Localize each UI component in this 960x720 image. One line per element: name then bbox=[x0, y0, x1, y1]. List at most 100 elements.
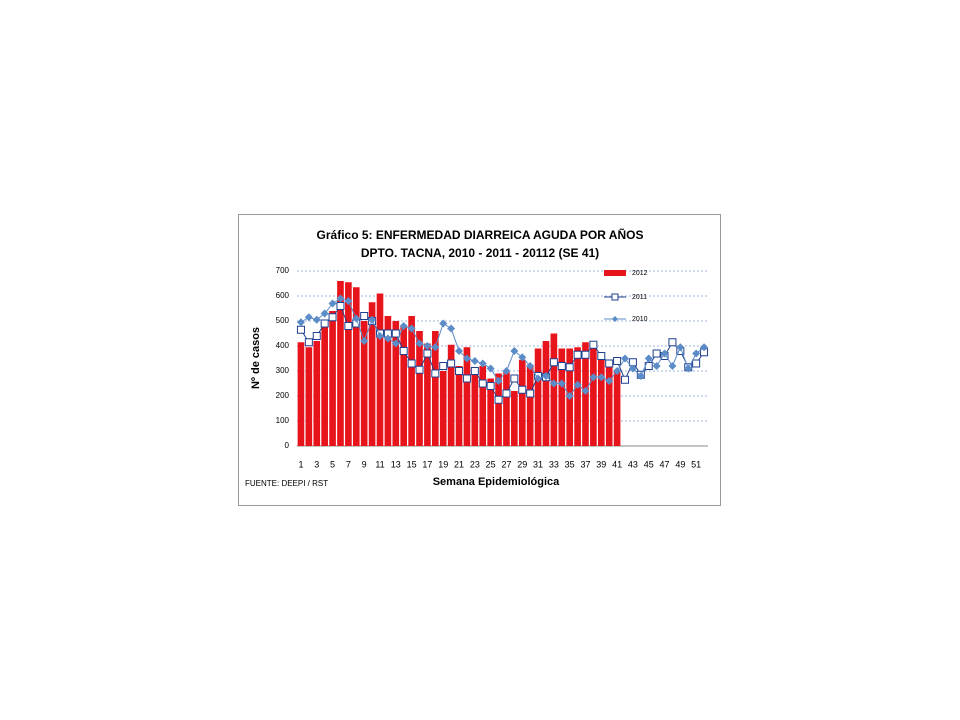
legend-label: 2010 bbox=[632, 316, 648, 323]
marker bbox=[431, 343, 440, 352]
marker bbox=[399, 347, 408, 355]
y-axis-label: Nº de casos bbox=[250, 327, 262, 389]
marker bbox=[621, 354, 630, 363]
marker bbox=[676, 343, 685, 352]
marker bbox=[336, 302, 345, 310]
marker bbox=[447, 359, 456, 368]
x-tick-label: 19 bbox=[438, 459, 448, 469]
bar bbox=[447, 344, 455, 446]
x-tick-label: 47 bbox=[660, 459, 670, 469]
x-tick-label: 15 bbox=[407, 459, 417, 469]
x-tick-label: 37 bbox=[580, 459, 590, 469]
bar bbox=[503, 372, 510, 446]
marker bbox=[526, 389, 535, 398]
marker bbox=[692, 359, 701, 368]
x-tick-label: 51 bbox=[691, 459, 701, 469]
marker bbox=[352, 314, 361, 323]
bar bbox=[613, 371, 621, 446]
marker bbox=[589, 373, 598, 382]
marker bbox=[375, 332, 384, 340]
marker bbox=[684, 364, 693, 373]
marker bbox=[455, 347, 464, 355]
x-tick-label: 23 bbox=[470, 459, 480, 469]
marker bbox=[534, 374, 543, 383]
bar bbox=[542, 341, 550, 446]
marker bbox=[621, 375, 630, 384]
marker bbox=[660, 349, 669, 358]
bar bbox=[400, 326, 408, 446]
marker bbox=[368, 315, 377, 324]
bar bbox=[416, 331, 423, 446]
bar bbox=[345, 282, 352, 446]
chart-title: Gráfico 5: ENFERMEDAD DIARREICA AGUDA PO… bbox=[317, 227, 644, 242]
marker bbox=[549, 358, 558, 367]
marker bbox=[494, 395, 503, 404]
marker bbox=[447, 324, 456, 333]
y-tick-label: 0 bbox=[285, 441, 290, 450]
marker bbox=[296, 325, 305, 334]
bar bbox=[424, 343, 431, 446]
marker bbox=[344, 297, 353, 305]
marker bbox=[652, 349, 661, 358]
bar bbox=[408, 316, 415, 446]
x-tick-label: 3 bbox=[314, 459, 319, 469]
marker bbox=[360, 337, 369, 345]
bar bbox=[297, 342, 305, 446]
marker bbox=[360, 312, 369, 320]
marker bbox=[407, 324, 416, 333]
marker bbox=[304, 313, 313, 322]
bar bbox=[360, 321, 368, 446]
x-tick-label: 13 bbox=[391, 459, 401, 469]
marker bbox=[391, 329, 400, 338]
x-tick-label: 25 bbox=[486, 459, 496, 469]
x-tick-label: 9 bbox=[362, 459, 367, 469]
bar bbox=[455, 366, 463, 446]
marker bbox=[510, 347, 519, 355]
marker bbox=[439, 319, 448, 328]
marker bbox=[565, 363, 574, 372]
marker bbox=[526, 362, 535, 370]
marker bbox=[628, 364, 637, 373]
bar bbox=[384, 316, 392, 446]
marker bbox=[328, 299, 337, 308]
x-tick-label: 17 bbox=[422, 459, 432, 469]
source-note: FUENTE: DEEPI / RST bbox=[245, 479, 328, 488]
bar bbox=[518, 359, 526, 446]
legend-label: 2011 bbox=[632, 294, 647, 301]
y-tick-label: 100 bbox=[276, 416, 290, 425]
marker bbox=[320, 309, 329, 318]
marker bbox=[557, 379, 566, 388]
marker bbox=[439, 362, 448, 370]
x-tick-label: 11 bbox=[375, 459, 384, 469]
bar bbox=[511, 391, 518, 446]
marker bbox=[573, 380, 582, 389]
marker bbox=[644, 354, 653, 363]
marker bbox=[700, 343, 709, 352]
marker bbox=[557, 362, 566, 370]
x-tick-label: 41 bbox=[612, 459, 622, 469]
marker bbox=[312, 332, 321, 340]
chart-subtitle: DPTO. TACNA, 2010 - 2011 - 20112 (SE 41) bbox=[361, 246, 599, 260]
x-tick-label: 5 bbox=[330, 459, 335, 469]
marker bbox=[636, 372, 645, 380]
bar bbox=[471, 368, 479, 446]
marker bbox=[344, 322, 353, 330]
marker bbox=[431, 369, 440, 378]
bar bbox=[392, 321, 400, 446]
marker bbox=[565, 392, 574, 400]
x-tick-label: 7 bbox=[346, 459, 351, 469]
marker bbox=[502, 389, 511, 398]
marker bbox=[470, 367, 479, 375]
bar bbox=[495, 373, 502, 446]
bar bbox=[597, 358, 605, 446]
bar bbox=[605, 366, 613, 446]
marker bbox=[423, 342, 432, 350]
marker bbox=[383, 334, 392, 343]
x-tick-label: 1 bbox=[298, 459, 303, 469]
marker bbox=[478, 379, 487, 388]
marker bbox=[605, 377, 614, 385]
x-tick-label: 33 bbox=[549, 459, 559, 469]
marker bbox=[613, 357, 622, 365]
